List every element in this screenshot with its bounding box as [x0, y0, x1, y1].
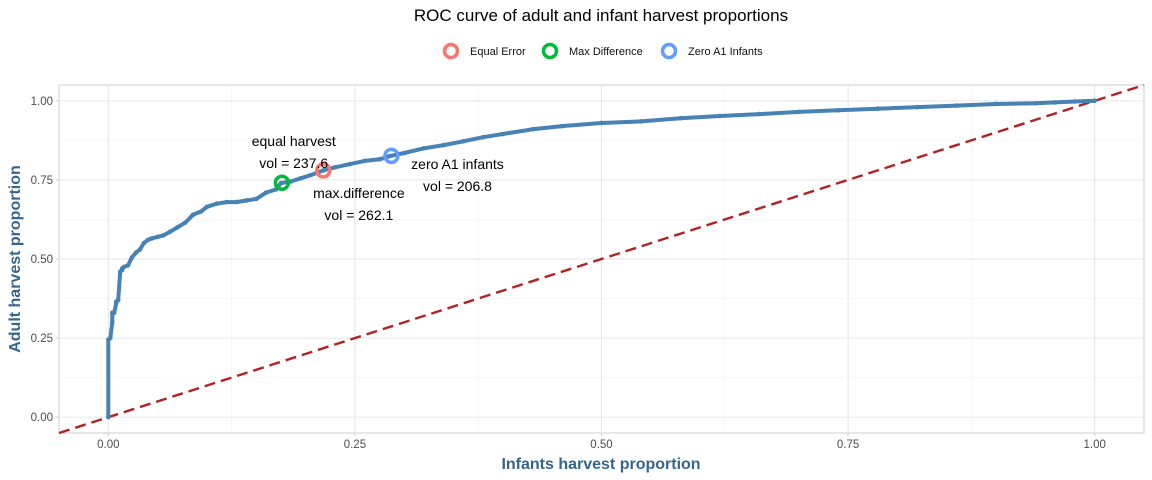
legend-key-max-difference — [541, 42, 559, 60]
roc-curve-point — [234, 199, 239, 205]
annotation-text: vol = 206.8 — [423, 178, 492, 194]
x-tick-label: 0.75 — [837, 439, 859, 451]
annotation-text: max.difference — [313, 185, 405, 201]
x-tick-label: 0.50 — [590, 439, 612, 451]
roc-curve-point — [244, 198, 249, 203]
roc-curve-point — [321, 168, 326, 173]
roc-curve-point — [500, 131, 506, 137]
roc-curve-point — [914, 104, 920, 110]
roc-curve-point — [141, 240, 147, 246]
roc-curve-point — [145, 237, 151, 243]
threshold-points — [273, 147, 400, 192]
roc-curve-point — [875, 106, 880, 112]
chart-title: ROC curve of adult and infant harvest pr… — [414, 6, 788, 25]
roc-curve-point — [1033, 101, 1038, 106]
roc-curve-point — [638, 119, 644, 124]
roc-curve-point — [129, 255, 135, 260]
roc-curve-point — [401, 150, 407, 156]
roc-curve-point — [109, 319, 115, 325]
roc-curve-point — [133, 250, 139, 255]
roc-curve-point — [678, 115, 683, 121]
roc-curve-point — [224, 199, 229, 205]
roc-curve-point — [155, 234, 160, 240]
x-tick-label: 0.25 — [344, 439, 366, 451]
roc-curve-point — [530, 126, 535, 132]
roc-curve-point — [106, 414, 111, 420]
roc-curve-point — [717, 113, 723, 119]
roc-curve-point — [387, 153, 392, 159]
roc-curve-group — [106, 98, 1097, 420]
roc-curve-point — [125, 263, 131, 268]
x-axis-ticks: 0.00 0.25 0.50 0.75 1.00 — [97, 433, 1106, 451]
roc-curve-point — [278, 180, 284, 186]
roc-curve-point — [421, 145, 427, 151]
y-tick-label: 0.50 — [31, 254, 53, 266]
roc-curve-point — [298, 176, 303, 181]
legend-key-zero-a1-infants — [660, 42, 678, 60]
roc-curve-point — [332, 164, 338, 170]
roc-curve-point — [137, 247, 143, 252]
legend-label: Equal Error — [470, 46, 526, 58]
roc-curve-point — [954, 103, 959, 108]
roc-curve-point — [461, 139, 466, 144]
roc-curve-point — [362, 158, 368, 164]
roc-curve-point — [599, 120, 604, 126]
y-tick-label: 0.25 — [31, 333, 53, 345]
roc-curve-point — [149, 236, 155, 241]
roc-curve-point — [441, 142, 446, 148]
annotation-text: vol = 237.6 — [259, 155, 328, 171]
plot-panel: 0.00 0.25 0.50 0.75 1.00 0.00 0.25 0.50 0.75 1.0… — [31, 83, 1145, 451]
y-tick-label: 0.00 — [31, 412, 53, 424]
legend-label: Zero A1 Infants — [688, 46, 763, 58]
roc-curve-point — [1052, 100, 1058, 105]
legend-label: Max Difference — [569, 46, 643, 58]
y-axis-ticks: 0.00 0.25 0.50 0.75 1.00 — [31, 96, 59, 424]
legend-key-equal-error — [442, 42, 460, 60]
reference-diagonal-line — [58, 83, 1145, 435]
x-axis-title: Infants harvest proportion — [501, 456, 700, 473]
roc-curve-point — [1092, 98, 1097, 104]
equal-error-point — [315, 162, 332, 179]
annotation-text: zero A1 infants — [411, 156, 504, 172]
roc-curve-point — [308, 172, 313, 178]
annotation-text: equal harvest — [252, 133, 336, 149]
max-difference-point — [273, 174, 291, 192]
roc-curve-point — [190, 212, 196, 218]
roc-curve-point — [204, 204, 210, 210]
annotation-text: vol = 262.1 — [324, 207, 393, 223]
y-axis-title: Adult harvest proportion — [7, 165, 24, 353]
roc-curve-point — [161, 232, 166, 238]
roc-curve-point — [347, 161, 353, 167]
legend: Equal Error Max Difference Zero A1 Infants — [442, 42, 763, 60]
roc-curve-point — [835, 108, 841, 113]
grid — [59, 85, 1144, 433]
y-tick-label: 0.75 — [31, 175, 53, 187]
x-tick-label: 1.00 — [1083, 439, 1105, 451]
roc-curve-point — [993, 101, 999, 107]
roc-curve-point — [480, 134, 486, 140]
annotations: equal harvest vol = 237.6 max.difference vo… — [252, 133, 504, 223]
x-tick-label: 0.00 — [97, 439, 119, 451]
roc-curve-point — [107, 335, 113, 341]
roc-curve-point — [198, 209, 204, 214]
roc-curve-point — [111, 310, 117, 316]
roc-curve-point — [175, 225, 180, 230]
roc-curve-point — [796, 109, 802, 115]
roc-curve-point — [214, 201, 220, 206]
roc-curve-point — [167, 229, 172, 235]
roc-curve-point — [559, 123, 565, 129]
roc-curve-point — [182, 220, 188, 225]
roc-curve-point — [757, 111, 762, 117]
roc-curve-point — [121, 264, 127, 270]
roc-curve-point — [1072, 99, 1078, 104]
roc-curve-point — [263, 190, 269, 195]
roc-curve-point — [377, 157, 382, 162]
zero-a1-infants-point — [383, 147, 400, 165]
y-tick-label: 1.00 — [31, 96, 53, 108]
roc-curve-point — [253, 196, 259, 202]
roc-curve-point — [115, 297, 121, 303]
